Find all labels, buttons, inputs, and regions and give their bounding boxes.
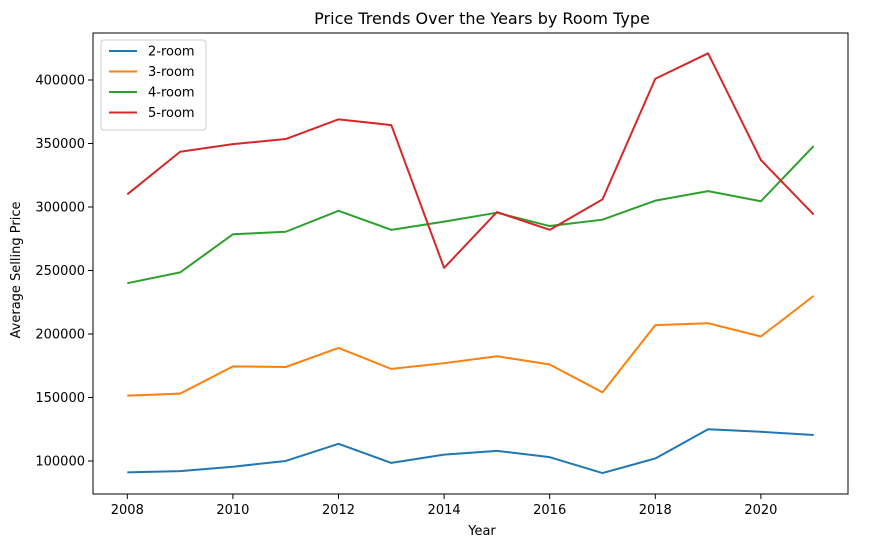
y-tick-label: 300000 (35, 200, 85, 215)
legend-label-2-room: 2-room (148, 45, 195, 60)
x-tick-label: 2018 (639, 503, 672, 518)
y-tick-label: 100000 (35, 454, 85, 469)
x-axis: 2008 2010 2012 2014 2016 2018 2020 (111, 494, 777, 518)
chart-title: Price Trends Over the Years by Room Type (314, 9, 650, 28)
x-tick-label: 2020 (744, 503, 777, 518)
series-line-4-room (127, 145, 815, 285)
x-tick-label: 2014 (428, 503, 461, 518)
legend-box (100, 39, 207, 131)
x-tick-label: 2016 (533, 503, 566, 518)
x-axis-label: Year (467, 524, 496, 539)
legend-label-5-room: 5-room (148, 106, 195, 121)
series-line-3-room (127, 295, 815, 397)
x-tick-label: 2008 (111, 503, 144, 518)
y-axis-label: Average Selling Price (9, 202, 24, 339)
legend-label-3-room: 3-room (148, 65, 195, 80)
legend-label-4-room: 4-room (148, 86, 195, 101)
legend: 2-room 3-room 4-room 5-room (100, 39, 207, 131)
x-tick-label: 2010 (216, 503, 249, 518)
series-line-5-room (126, 52, 815, 269)
series-line-2-room (127, 428, 814, 475)
plot-area (92, 32, 849, 495)
x-tick-label: 2012 (322, 503, 355, 518)
y-tick-label: 350000 (35, 137, 85, 152)
y-tick-label: 400000 (35, 73, 85, 88)
axes-frame (92, 32, 849, 495)
y-tick-label: 150000 (35, 391, 85, 406)
y-tick-label: 250000 (35, 264, 85, 279)
y-tick-label: 200000 (35, 327, 85, 342)
y-axis: 100000 150000 200000 250000 300000 350000 4000… (35, 73, 93, 469)
